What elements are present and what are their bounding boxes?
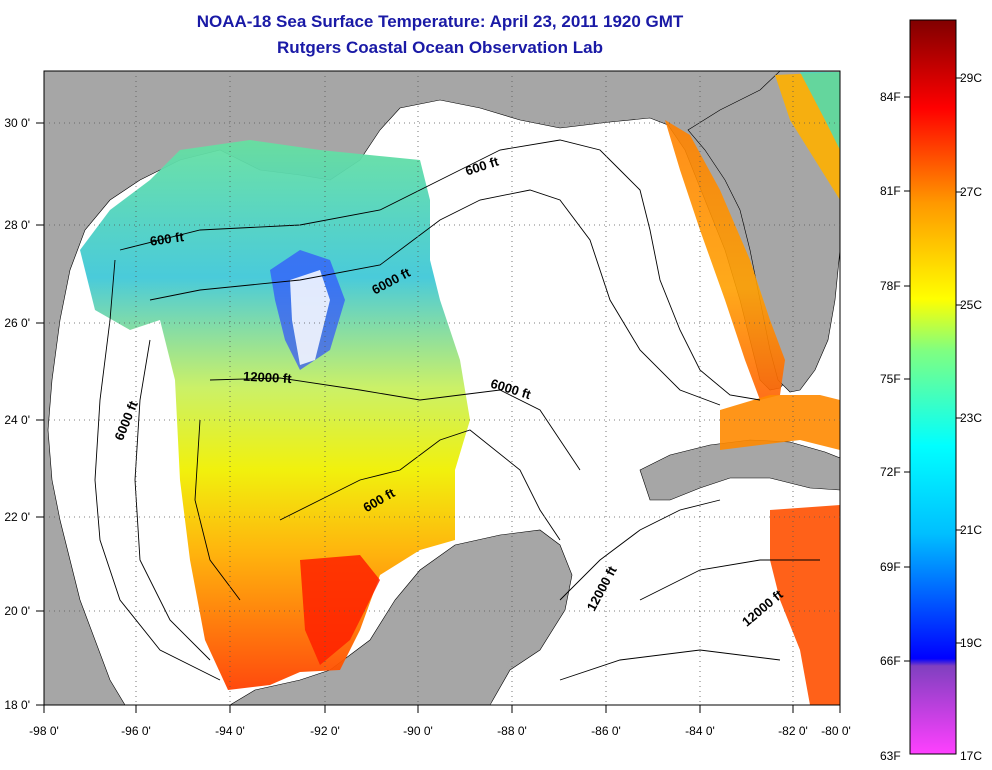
colorbar-label-f: 81F: [880, 184, 901, 198]
colorbar-celsius-labels: 29C 27C 25C 23C 21C 19C 17C: [960, 71, 982, 763]
bathymetry-contours: [94, 139, 820, 681]
lat-label: 30 0': [4, 116, 30, 130]
colorbar-ticks: [904, 77, 962, 662]
lat-label: 26 0': [4, 316, 30, 330]
axis-ticks: [36, 122, 841, 713]
colorbar-label-f: 69F: [880, 560, 901, 574]
lon-label: -86 0': [591, 724, 621, 738]
longitude-labels: -98 0' -96 0' -94 0' -92 0' -90 0' -88 0…: [29, 724, 851, 738]
colorbar-label-c: 29C: [960, 71, 982, 85]
sst-warm-patch: [300, 555, 380, 665]
colorbar-label-c: 25C: [960, 298, 982, 312]
lon-label: -92 0': [310, 724, 340, 738]
colorbar-label-f: 72F: [880, 465, 901, 479]
sst-swath-atlantic-edge: [800, 72, 840, 150]
latitude-labels: 30 0' 28 0' 26 0' 24 0' 22 0' 20 0' 18 0…: [4, 116, 30, 712]
colorbar-label-f: 78F: [880, 279, 901, 293]
lon-label: -82 0': [778, 724, 808, 738]
lat-label: 22 0': [4, 510, 30, 524]
colorbar-label-c: 21C: [960, 523, 982, 537]
sst-swath-straits: [720, 395, 840, 450]
map-title: NOAA-18 Sea Surface Temperature: April 2…: [196, 12, 684, 31]
colorbar-label-c: 19C: [960, 636, 982, 650]
lat-label: 24 0': [4, 413, 30, 427]
colorbar-fahrenheit-labels: 84F 81F 78F 75F 72F 69F 66F 63F: [880, 90, 901, 763]
lon-label: -98 0': [29, 724, 59, 738]
colorbar: [909, 19, 957, 755]
colorbar-label-c: 17C: [960, 749, 982, 763]
colorbar-label-c: 23C: [960, 411, 982, 425]
lon-label: -90 0': [403, 724, 433, 738]
colorbar-label-f: 66F: [880, 654, 901, 668]
land-central-america: [480, 600, 520, 705]
lat-label: 18 0': [4, 698, 30, 712]
sst-swath-florida: [665, 120, 785, 400]
sst-swath-caribbean: [770, 505, 840, 705]
contour-label: 12000 ft: [243, 369, 293, 387]
map-subtitle: Rutgers Coastal Ocean Observation Lab: [277, 38, 603, 57]
lat-label: 28 0': [4, 218, 30, 232]
lon-label: -80 0': [821, 724, 851, 738]
lon-label: -84 0': [685, 724, 715, 738]
graticule: [44, 71, 840, 705]
land-mexico: [44, 529, 573, 705]
lat-label: 20 0': [4, 604, 30, 618]
lon-label: -94 0': [215, 724, 245, 738]
sst-nodata-patch: [290, 270, 330, 365]
colorbar-label-c: 27C: [960, 185, 982, 199]
lon-label: -96 0': [121, 724, 151, 738]
map-frame: [43, 70, 841, 706]
colorbar-label-f: 84F: [880, 90, 901, 104]
sst-swath-west: [80, 140, 470, 690]
colorbar-label-f: 75F: [880, 372, 901, 386]
lon-label: -88 0': [497, 724, 527, 738]
contour-label: 600 ft: [149, 229, 185, 249]
colorbar-label-f: 63F: [880, 749, 901, 763]
